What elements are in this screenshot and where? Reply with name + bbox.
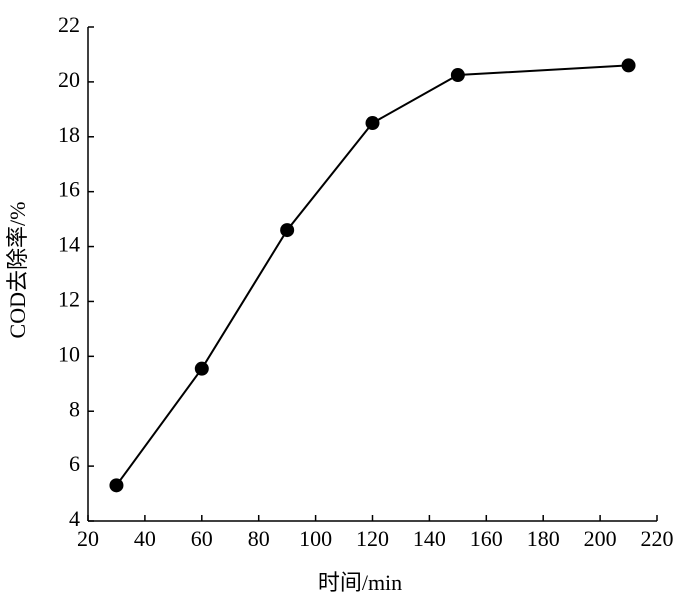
x-tick-label: 60	[191, 526, 213, 551]
y-tick-label: 10	[58, 341, 80, 366]
marker	[621, 58, 636, 73]
y-tick-label: 6	[69, 451, 80, 476]
y-axis-label: COD去除率/%	[5, 202, 30, 339]
y-tick-label: 22	[58, 12, 80, 37]
y-tick-label: 20	[58, 67, 80, 92]
x-tick-label: 140	[413, 526, 446, 551]
y-tick-label: 12	[58, 286, 80, 311]
x-tick-label: 100	[299, 526, 332, 551]
marker	[365, 116, 380, 131]
x-tick-label: 160	[470, 526, 503, 551]
y-tick-label: 16	[58, 177, 80, 202]
marker	[109, 478, 124, 493]
x-tick-label: 220	[641, 526, 674, 551]
y-tick-label: 4	[69, 506, 80, 531]
x-tick-label: 200	[584, 526, 617, 551]
x-tick-label: 80	[248, 526, 270, 551]
x-axis-label: 时间/min	[318, 570, 402, 595]
x-tick-label: 120	[356, 526, 389, 551]
x-tick-label: 40	[134, 526, 156, 551]
x-tick-label: 180	[527, 526, 560, 551]
y-tick-label: 8	[69, 396, 80, 421]
line	[115, 64, 629, 486]
marker	[450, 68, 465, 83]
y-tick-label: 14	[58, 232, 80, 257]
marker	[280, 223, 295, 238]
x-tick-label: 20	[77, 526, 99, 551]
y-tick-label: 18	[58, 122, 80, 147]
marker	[194, 361, 209, 376]
